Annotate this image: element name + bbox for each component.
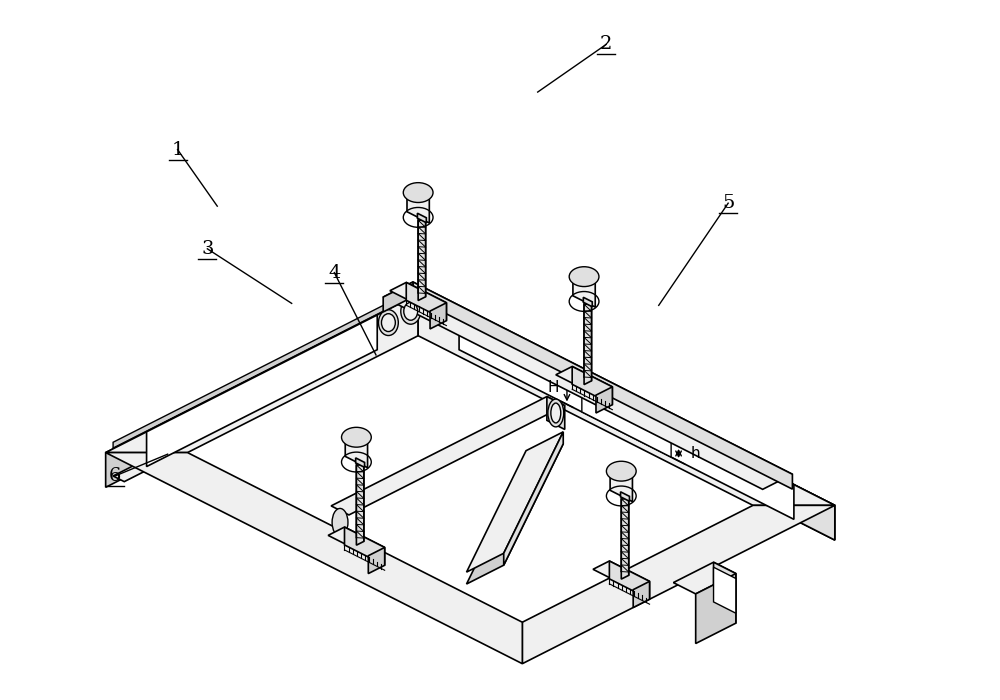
Ellipse shape [332, 508, 348, 536]
Polygon shape [430, 303, 446, 329]
Polygon shape [418, 214, 426, 297]
Ellipse shape [606, 461, 636, 481]
Polygon shape [390, 282, 446, 311]
Polygon shape [504, 432, 563, 565]
Polygon shape [345, 432, 368, 468]
Polygon shape [413, 282, 792, 489]
Polygon shape [673, 562, 736, 594]
Polygon shape [411, 298, 422, 309]
Polygon shape [573, 271, 595, 307]
Polygon shape [467, 432, 563, 572]
Polygon shape [356, 458, 364, 541]
Ellipse shape [548, 399, 564, 427]
Polygon shape [584, 302, 592, 384]
Ellipse shape [403, 183, 433, 202]
Polygon shape [356, 462, 364, 545]
Polygon shape [621, 492, 629, 575]
Polygon shape [714, 567, 736, 613]
Polygon shape [331, 397, 565, 515]
Polygon shape [418, 294, 835, 540]
Text: 4: 4 [328, 264, 341, 281]
Polygon shape [714, 562, 736, 623]
Polygon shape [356, 458, 365, 468]
Polygon shape [147, 315, 377, 467]
Ellipse shape [404, 302, 418, 320]
Polygon shape [344, 527, 385, 566]
Polygon shape [411, 326, 422, 337]
Text: 1: 1 [171, 141, 184, 159]
Polygon shape [467, 444, 563, 584]
Polygon shape [328, 527, 385, 556]
Polygon shape [633, 582, 650, 608]
Polygon shape [583, 298, 592, 307]
Polygon shape [368, 547, 385, 573]
Polygon shape [418, 218, 426, 300]
Polygon shape [621, 492, 629, 501]
Ellipse shape [381, 314, 395, 332]
Polygon shape [383, 282, 792, 489]
Polygon shape [596, 387, 612, 413]
Polygon shape [547, 397, 565, 429]
Polygon shape [417, 214, 426, 223]
Polygon shape [621, 496, 629, 579]
Polygon shape [113, 298, 422, 454]
Polygon shape [582, 397, 671, 457]
Polygon shape [556, 367, 612, 395]
Polygon shape [610, 466, 632, 502]
Text: 2: 2 [600, 36, 612, 53]
Ellipse shape [378, 309, 398, 335]
Polygon shape [522, 505, 835, 664]
Polygon shape [383, 282, 413, 312]
Polygon shape [696, 573, 736, 643]
Polygon shape [593, 561, 650, 589]
Ellipse shape [569, 267, 599, 286]
Polygon shape [407, 187, 429, 223]
Polygon shape [572, 367, 612, 405]
Text: 3: 3 [201, 240, 214, 258]
Polygon shape [418, 294, 835, 505]
Ellipse shape [342, 427, 371, 447]
Polygon shape [113, 326, 422, 482]
Polygon shape [418, 294, 835, 540]
Polygon shape [106, 294, 418, 453]
Text: h: h [690, 446, 700, 461]
Polygon shape [113, 291, 411, 476]
Text: H: H [548, 379, 559, 395]
Ellipse shape [401, 298, 421, 324]
Polygon shape [459, 315, 794, 519]
Text: 6: 6 [109, 467, 121, 485]
Polygon shape [106, 294, 418, 487]
Polygon shape [584, 298, 592, 381]
Text: 5: 5 [722, 194, 734, 212]
Polygon shape [609, 561, 650, 599]
Polygon shape [406, 282, 446, 321]
Ellipse shape [551, 403, 561, 423]
Polygon shape [106, 453, 522, 664]
